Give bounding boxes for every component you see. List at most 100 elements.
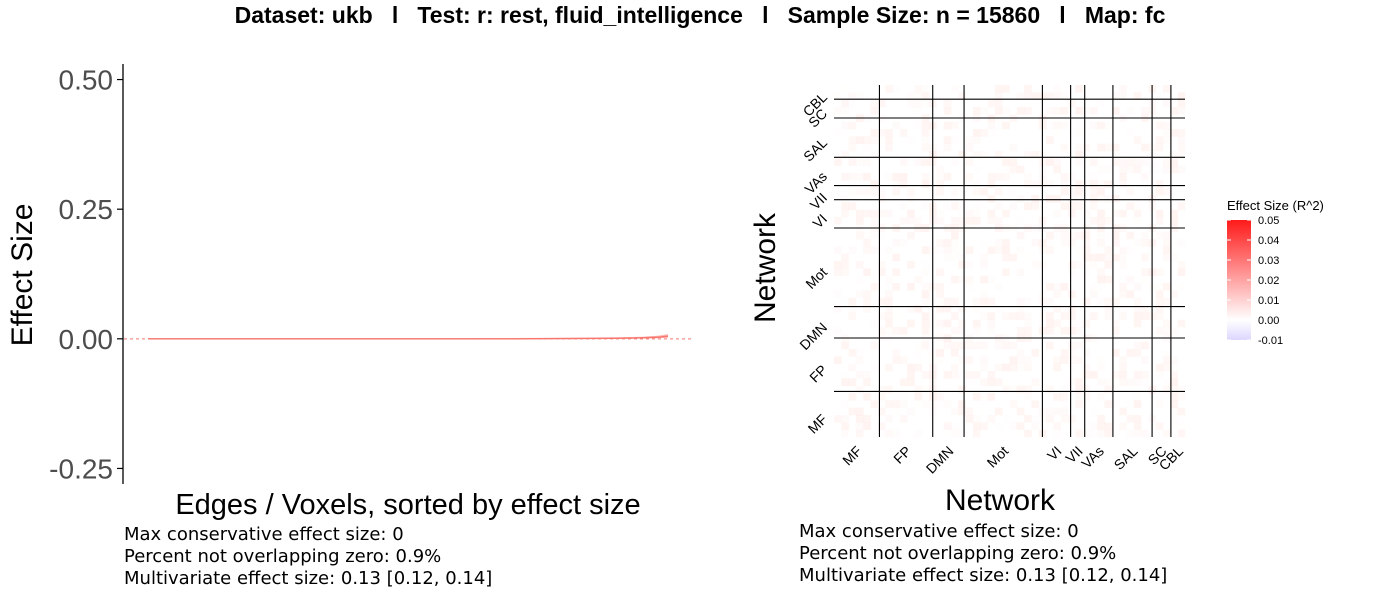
heatmap-cell [1119, 180, 1127, 188]
heatmap-cell [885, 129, 893, 137]
heatmap-cell [995, 342, 1003, 350]
heatmap-cell [1075, 158, 1083, 166]
left-stat-multivariate: Multivariate effect size: 0.13 [0.12, 0.… [124, 568, 493, 589]
heatmap-cell [1177, 319, 1186, 328]
heatmap-cell [1053, 232, 1061, 240]
heatmap-cell [907, 378, 915, 386]
heatmap-cell [1178, 283, 1186, 291]
heatmap-cell [944, 400, 952, 408]
heatmap-cell [936, 246, 944, 254]
heatmap-cell [1141, 305, 1149, 313]
heatmap-cell [1119, 422, 1127, 430]
heatmap-cell [1155, 312, 1164, 320]
heatmap-cell [885, 385, 893, 394]
heatmap-cell [1127, 430, 1135, 438]
heatmap-cell [848, 349, 857, 357]
heatmap-cell [870, 341, 879, 350]
heatmap-cell [1075, 327, 1083, 335]
y-network-label: Mot [802, 264, 830, 292]
heatmap-cell [863, 422, 871, 430]
heatmap-cell [885, 429, 893, 438]
heatmap-cell [972, 429, 981, 438]
heatmap-cell [951, 195, 959, 203]
heatmap-cell [1002, 158, 1010, 166]
heatmap-cell [1083, 107, 1091, 115]
heatmap-cell [987, 217, 996, 225]
heatmap-cell [980, 290, 988, 298]
heatmap-cell [841, 209, 849, 218]
heatmap-cell [958, 430, 966, 438]
x-network-label: FP [890, 443, 914, 467]
heatmap-cell [1141, 268, 1149, 276]
heatmap-cell [1155, 217, 1164, 225]
heatmap-cell [892, 356, 901, 364]
heatmap-cell [1016, 297, 1025, 306]
heatmap-cell [1104, 305, 1113, 313]
heatmap-cell [1016, 231, 1025, 240]
heatmap-cell [1105, 166, 1113, 174]
heatmap-cell [899, 356, 908, 364]
heatmap-cell [1119, 261, 1127, 269]
effect-size-line-chart: 0.50 0.25 0.00 -0.25 Effect Size Edges / Vo… [6, 64, 692, 521]
title-sample: Sample Size: n = 15860 [787, 2, 1041, 28]
heatmap-cell [1133, 158, 1142, 166]
heatmap-cell [1068, 202, 1076, 210]
heatmap-cell [980, 422, 988, 430]
heatmap-cell [870, 217, 879, 225]
heatmap-cell [1075, 400, 1083, 408]
heatmap-cell [1134, 393, 1142, 401]
heatmap-cell [1097, 364, 1105, 372]
heatmap-cell [1134, 430, 1142, 438]
heatmap-cell [951, 85, 959, 93]
heatmap-cell [943, 121, 952, 130]
heatmap-cell [841, 202, 849, 210]
heatmap-cell [863, 136, 871, 144]
title-sep-2: l [762, 2, 769, 28]
y-network-label: SAL [800, 134, 830, 164]
heatmap-cell [943, 305, 952, 313]
heatmap-cell [965, 407, 974, 416]
heatmap-cell [1046, 327, 1054, 335]
heatmap-cell [1141, 180, 1149, 188]
heatmap-cell [1127, 122, 1135, 130]
heatmap-cell [1024, 356, 1032, 364]
heatmap-cell [1119, 92, 1127, 100]
heatmap-cell [914, 342, 922, 350]
heatmap-cell [856, 173, 864, 181]
heatmap-cell [943, 297, 952, 306]
heatmap-cell [1031, 378, 1040, 386]
heatmap-cell [958, 202, 966, 210]
heatmap-cell [943, 246, 952, 254]
heatmap-cell [1060, 312, 1069, 320]
heatmap-cell [1082, 385, 1091, 394]
heatmap-cell [936, 327, 944, 335]
heatmap-cell [1075, 320, 1083, 328]
y-tick-label: 0.25 [59, 194, 114, 225]
heatmap-cell [834, 158, 842, 166]
heatmap-cell [841, 341, 849, 350]
heatmap-cell [1075, 122, 1083, 130]
heatmap-cell [1119, 290, 1127, 298]
heatmap-cell [1031, 151, 1040, 159]
heatmap-cell [972, 319, 981, 328]
heatmap-cell [951, 363, 959, 372]
heatmap-cell [1068, 415, 1076, 423]
heatmap-cell [914, 85, 923, 93]
heatmap-cell [1016, 92, 1025, 100]
heatmap-cell [870, 136, 879, 144]
heatmap-cell [1075, 429, 1083, 438]
heatmap-cell [922, 261, 930, 269]
heatmap-cell [951, 121, 959, 130]
heatmap-cell [1097, 158, 1105, 166]
heatmap-cell [1170, 327, 1178, 335]
heatmap-cell [907, 158, 915, 166]
heatmap-cell [921, 246, 930, 254]
heatmap-cell [1024, 107, 1032, 115]
x-network-label: VI [1044, 443, 1065, 464]
heatmap-cell [1016, 385, 1025, 394]
heatmap-cell [1024, 85, 1032, 93]
heatmap-cell [951, 136, 959, 144]
heatmap-cell [834, 268, 842, 276]
heatmap-cell [1126, 202, 1135, 210]
heatmap-cell [1068, 261, 1076, 269]
